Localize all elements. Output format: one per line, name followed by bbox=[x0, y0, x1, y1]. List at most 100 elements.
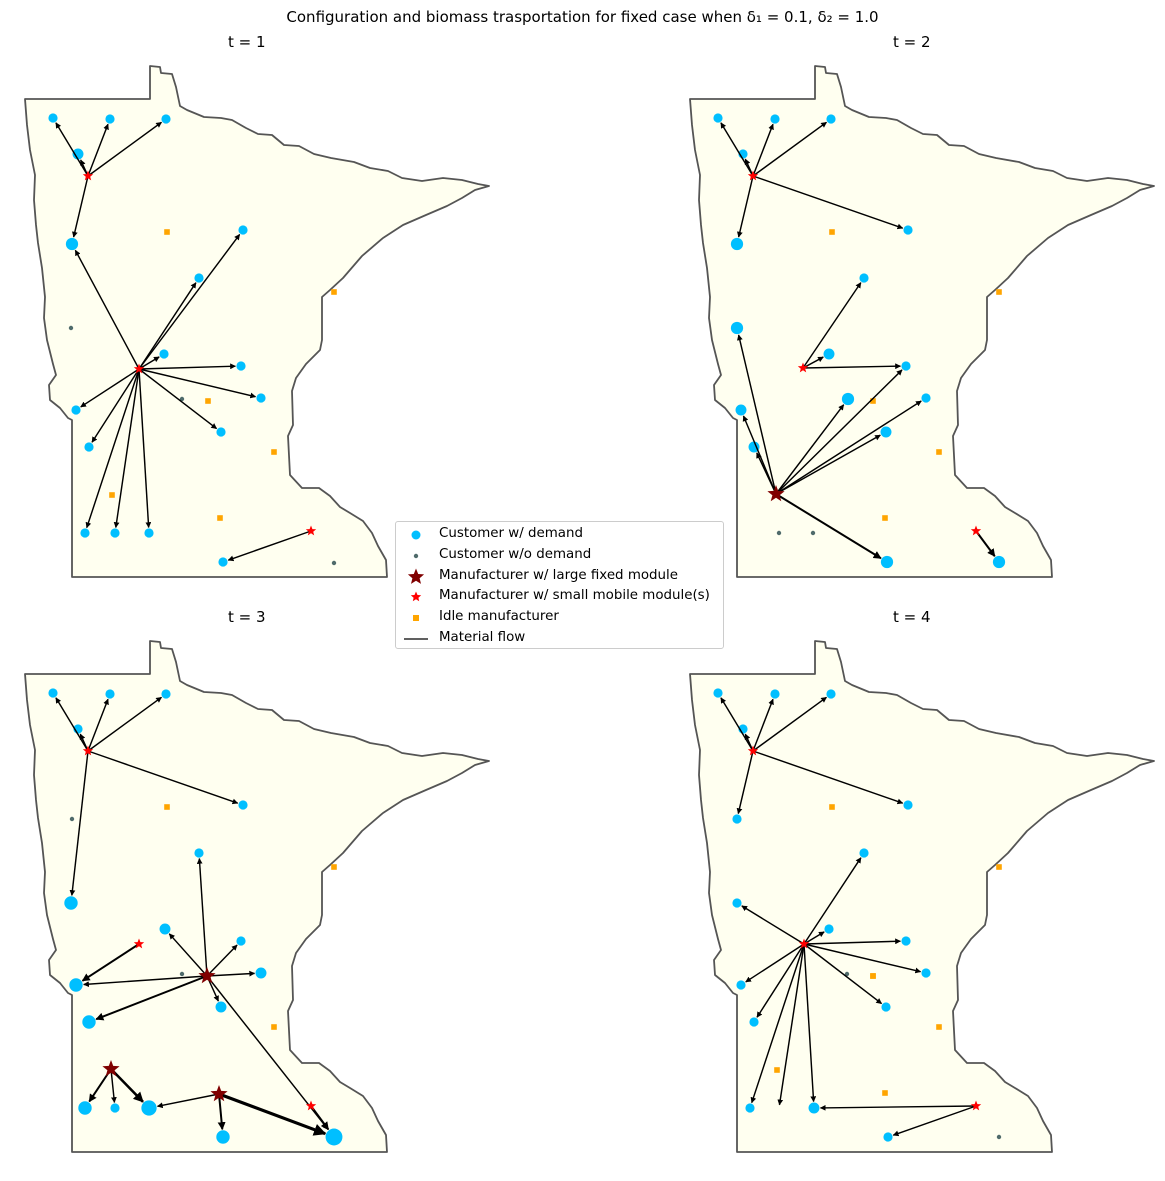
customer-C7 bbox=[194, 848, 204, 858]
customer-C9 bbox=[824, 924, 834, 934]
customer-C18 bbox=[141, 1100, 157, 1116]
customer-C12 bbox=[179, 971, 185, 977]
flow-M5-C18 bbox=[156, 1093, 220, 1109]
state-outline bbox=[24, 65, 490, 578]
customer-C1 bbox=[48, 688, 58, 698]
flow-M2-C12 bbox=[803, 943, 922, 974]
customer-C13 bbox=[256, 393, 266, 403]
flow-M2-C10 bbox=[138, 363, 236, 370]
legend-label: Customer w/o demand bbox=[439, 546, 592, 562]
customer-C12 bbox=[71, 405, 81, 415]
idle-manufacturer-I4 bbox=[936, 449, 942, 455]
customer-C19 bbox=[992, 555, 1006, 569]
panel-t1 bbox=[24, 65, 490, 578]
small-star-icon bbox=[410, 591, 422, 602]
flow-M2-C12 bbox=[80, 368, 140, 408]
customer-C18 bbox=[880, 555, 894, 569]
customer-C12 bbox=[921, 968, 931, 978]
customer-C7 bbox=[194, 273, 204, 283]
customer-C17 bbox=[808, 1102, 820, 1114]
flow-M5-C19 bbox=[217, 1093, 226, 1131]
customer-C7 bbox=[859, 848, 869, 858]
flow-M2-C9 bbox=[138, 356, 160, 370]
idle-manufacturer-I1 bbox=[164, 229, 170, 235]
legend-label: Manufacturer w/ large fixed module bbox=[439, 567, 678, 583]
customer-C3 bbox=[826, 689, 836, 699]
legend-item-small-module: Manufacturer w/ small mobile module(s) bbox=[396, 586, 723, 607]
customer-C3 bbox=[161, 114, 171, 124]
idle-manufacturer-I5 bbox=[882, 515, 888, 521]
flow-M3-C14 bbox=[775, 434, 881, 495]
idle-manufacturer-I6 bbox=[882, 1090, 888, 1096]
customer-C10 bbox=[236, 936, 246, 946]
customer-C6 bbox=[69, 816, 75, 822]
flow-M2-C16 bbox=[750, 943, 805, 1104]
flow-M1-C2 bbox=[87, 698, 109, 752]
customer-C8 bbox=[64, 896, 78, 910]
flow-M2-C7 bbox=[802, 282, 862, 369]
flow-M2-C17 bbox=[803, 943, 817, 1103]
customer-C9 bbox=[823, 348, 835, 360]
flow-M2-C10 bbox=[802, 363, 901, 370]
customer-C19 bbox=[218, 557, 228, 567]
customer-C2 bbox=[105, 689, 115, 699]
customer-C14 bbox=[880, 426, 892, 438]
customer-C5 bbox=[65, 237, 79, 251]
legend-item-customer-no-demand: Customer w/o demand bbox=[396, 545, 723, 566]
legend-item-customer-demand: Customer w/ demand bbox=[396, 524, 723, 545]
customer-C3 bbox=[161, 689, 171, 699]
customer-C14 bbox=[216, 427, 226, 437]
customer-C15 bbox=[82, 1015, 96, 1029]
customer-C16 bbox=[776, 530, 782, 536]
flow-M2-C13 bbox=[138, 368, 257, 399]
idle-square-icon bbox=[413, 615, 419, 622]
small-module-M3 bbox=[305, 525, 317, 536]
panel-t2 bbox=[689, 65, 1155, 578]
idle-manufacturer-I3 bbox=[205, 398, 211, 404]
large-module-M5 bbox=[210, 1085, 228, 1102]
idle-manufacturer-I2 bbox=[996, 864, 1002, 870]
small-module-M1 bbox=[82, 170, 94, 181]
flow-M1-C5 bbox=[736, 750, 754, 815]
customer-C18 bbox=[144, 528, 154, 538]
idle-manufacturer-I1 bbox=[164, 804, 170, 810]
small-module-M2 bbox=[798, 938, 810, 949]
large-star-icon bbox=[407, 568, 425, 584]
customer-C16 bbox=[78, 1101, 92, 1115]
flow-M2-C9 bbox=[803, 931, 825, 945]
flow-M5-C20 bbox=[218, 1092, 327, 1136]
customer-C10 bbox=[901, 361, 911, 371]
idle-manufacturer-I7 bbox=[870, 973, 876, 979]
flow-M4-C18 bbox=[110, 1068, 144, 1103]
small-module-M1 bbox=[747, 170, 759, 181]
flow-M1-C1 bbox=[720, 697, 754, 752]
flow-M1-C6 bbox=[752, 175, 904, 230]
customer-C9 bbox=[159, 349, 169, 359]
idle-manufacturer-I1 bbox=[829, 229, 835, 235]
customer-C2 bbox=[770, 689, 780, 699]
legend-label: Idle manufacturer bbox=[439, 609, 559, 625]
small-module-M4 bbox=[970, 525, 982, 536]
panel-t4 bbox=[689, 640, 1155, 1153]
customer-C1 bbox=[713, 688, 723, 698]
idle-manufacturer-I5 bbox=[109, 492, 115, 498]
customer-C4 bbox=[72, 148, 84, 160]
flow-M1-C4 bbox=[79, 733, 89, 752]
customer-C11 bbox=[69, 978, 83, 992]
customer-C3 bbox=[826, 114, 836, 124]
flow-M2-C10 bbox=[803, 938, 901, 945]
flow-M1-C2 bbox=[752, 698, 774, 752]
customer-C17 bbox=[810, 530, 816, 536]
flow-M3-C18 bbox=[892, 1105, 977, 1137]
flow-M1-C4 bbox=[744, 733, 754, 752]
panel-t3 bbox=[24, 640, 490, 1153]
panel-title-t4: t = 4 bbox=[893, 608, 931, 626]
customer-C18 bbox=[883, 1132, 893, 1142]
customer-C6 bbox=[903, 800, 913, 810]
customer-C17 bbox=[110, 1103, 120, 1113]
idle-manufacturer-I1 bbox=[829, 804, 835, 810]
idle-manufacturer-I6 bbox=[217, 515, 223, 521]
customer-C2 bbox=[770, 114, 780, 124]
customer-C1 bbox=[48, 113, 58, 123]
flow-M2-C20 bbox=[777, 943, 805, 1106]
